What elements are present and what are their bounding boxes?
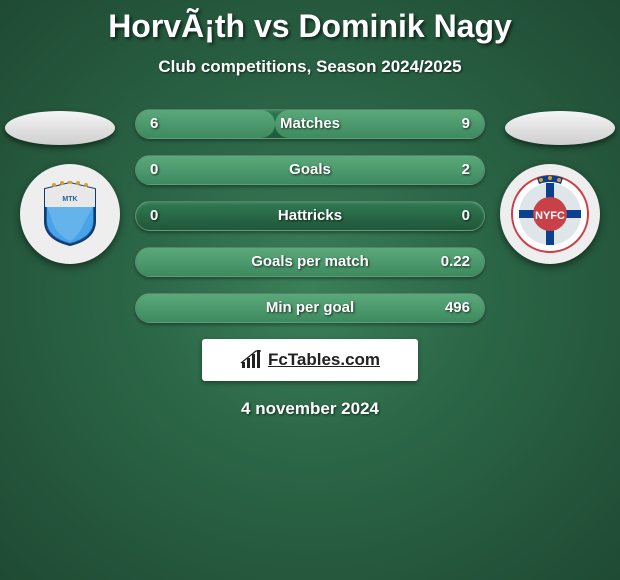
brand-chart-icon (240, 350, 262, 370)
stat-label: Min per goal (136, 294, 484, 322)
stat-rows: 69Matches 02Goals 00Hattricks 0.22Goals per… (135, 109, 485, 323)
stat-row: 00Hattricks (135, 201, 485, 231)
stat-label: Goals per match (136, 248, 484, 276)
stat-label: Matches (136, 110, 484, 138)
brand-text: FcTables.com (268, 350, 380, 370)
mtk-crest-icon: MTK (40, 181, 100, 247)
stat-label: Hattricks (136, 202, 484, 230)
svg-text:NYFC: NYFC (535, 210, 565, 222)
page-subtitle: Club competitions, Season 2024/2025 (0, 57, 620, 77)
stat-row: 02Goals (135, 155, 485, 185)
player2-photo (505, 111, 615, 145)
page-title: HorvÃ¡th vs Dominik Nagy (0, 0, 620, 45)
player2-club-crest: NYFC (500, 164, 600, 264)
nyfc-crest-icon: NYFC (511, 175, 589, 253)
stat-label: Goals (136, 156, 484, 184)
stat-row: 496Min per goal (135, 293, 485, 323)
comparison-date: 4 november 2024 (0, 399, 620, 419)
player1-photo (5, 111, 115, 145)
brand-link[interactable]: FcTables.com (202, 339, 418, 381)
stat-row: 0.22Goals per match (135, 247, 485, 277)
comparison-panel: MTK NYFC 69Matches 02Goals 00Hattricks 0.22… (0, 109, 620, 419)
stat-row: 69Matches (135, 109, 485, 139)
svg-text:MTK: MTK (62, 196, 77, 203)
player1-club-crest: MTK (20, 164, 120, 264)
